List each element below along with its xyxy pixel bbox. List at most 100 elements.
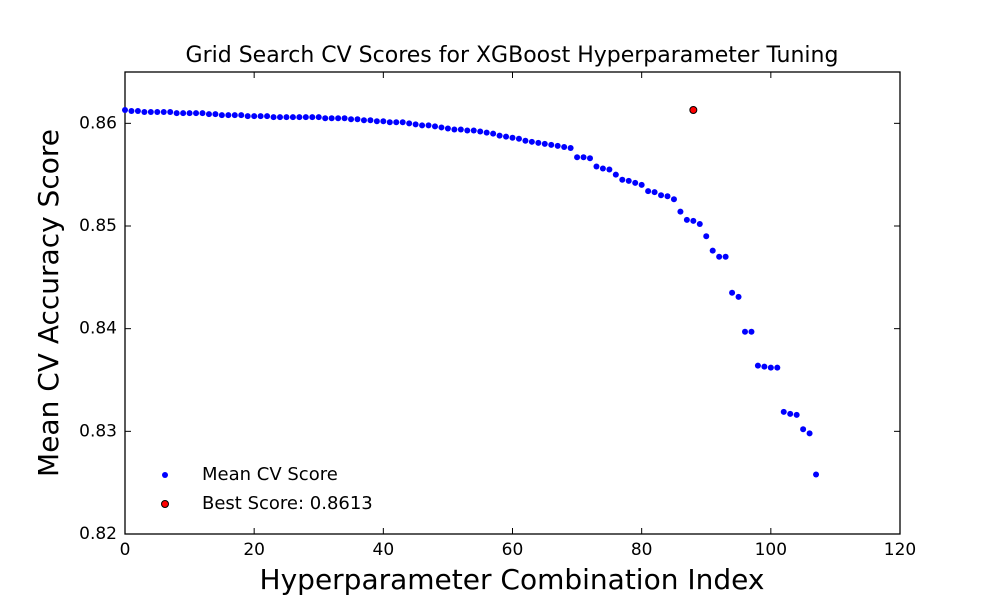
- data-point: [535, 139, 542, 146]
- data-point: [580, 154, 587, 161]
- data-point: [689, 105, 698, 114]
- data-point: [367, 117, 374, 124]
- data-point: [302, 114, 309, 121]
- data-point: [496, 132, 503, 139]
- data-point: [503, 133, 510, 140]
- data-point: [315, 114, 322, 121]
- data-point: [683, 216, 690, 223]
- data-point: [528, 138, 535, 145]
- y-axis-label: Mean CV Accuracy Score: [32, 129, 65, 477]
- data-point: [638, 181, 645, 188]
- data-point: [716, 253, 723, 260]
- data-point: [612, 171, 619, 178]
- data-point: [664, 193, 671, 200]
- data-point: [470, 127, 477, 134]
- data-point: [360, 117, 367, 124]
- data-point: [787, 410, 794, 417]
- data-point: [677, 208, 684, 215]
- data-point: [270, 114, 277, 121]
- data-point: [322, 115, 329, 122]
- data-point: [748, 328, 755, 335]
- data-point: [438, 124, 445, 131]
- data-point: [154, 109, 161, 116]
- data-point: [289, 114, 296, 121]
- data-point: [690, 217, 697, 224]
- legend-marker: [161, 500, 169, 508]
- data-point: [780, 408, 787, 415]
- data-point: [477, 128, 484, 135]
- data-point: [561, 143, 568, 150]
- data-point: [167, 109, 174, 116]
- y-tick-label: 0.83: [79, 421, 117, 441]
- data-point: [574, 154, 581, 161]
- data-point: [283, 114, 290, 121]
- data-point: [380, 118, 387, 125]
- data-point: [658, 192, 665, 199]
- x-tick-label: 0: [120, 540, 131, 560]
- x-tick-label: 100: [755, 540, 787, 560]
- data-point: [774, 364, 781, 371]
- data-point: [444, 125, 451, 132]
- data-point: [212, 111, 219, 118]
- data-point: [483, 129, 490, 136]
- data-point: [432, 123, 438, 130]
- data-point: [742, 328, 748, 335]
- data-point: [767, 364, 774, 371]
- data-point: [722, 253, 729, 260]
- data-point: [251, 113, 258, 120]
- data-point: [193, 110, 200, 117]
- legend-label: Best Score: 0.8613: [202, 493, 373, 514]
- data-point: [231, 112, 238, 119]
- data-point: [490, 130, 497, 137]
- data-point: [754, 362, 761, 369]
- x-axis-label: Hyperparameter Combination Index: [260, 563, 765, 596]
- data-point: [625, 177, 632, 184]
- data-point: [238, 112, 245, 119]
- data-point: [515, 135, 522, 142]
- data-point: [606, 166, 613, 173]
- data-point: [373, 118, 380, 125]
- y-tick-label: 0.85: [79, 216, 117, 236]
- data-point: [464, 127, 471, 134]
- data-point: [412, 121, 419, 128]
- data-point: [173, 110, 180, 117]
- data-point: [800, 426, 807, 433]
- data-point: [348, 116, 355, 123]
- data-point: [670, 196, 677, 203]
- data-point: [134, 108, 141, 115]
- data-point: [632, 179, 639, 186]
- data-point: [264, 113, 271, 120]
- data-point: [587, 155, 593, 162]
- x-tick-label: 20: [243, 540, 265, 560]
- data-point: [793, 411, 800, 418]
- data-point: [651, 189, 658, 196]
- legend-marker: [162, 472, 168, 478]
- data-point: [186, 110, 193, 117]
- y-tick-label: 0.82: [79, 524, 117, 544]
- data-point: [509, 134, 516, 141]
- data-point: [554, 142, 561, 149]
- data-point: [729, 289, 736, 296]
- data-point: [735, 293, 742, 300]
- x-tick-label: 80: [631, 540, 653, 560]
- data-point: [225, 112, 232, 119]
- data-point: [593, 163, 600, 170]
- data-point: [457, 126, 464, 133]
- data-point: [813, 471, 820, 478]
- data-point: [205, 111, 212, 118]
- data-point: [354, 116, 361, 123]
- data-point: [645, 188, 652, 195]
- y-tick-label: 0.84: [79, 319, 117, 339]
- data-point: [277, 114, 283, 121]
- data-point: [599, 165, 606, 172]
- x-tick-label: 120: [884, 540, 916, 560]
- data-point: [160, 109, 167, 116]
- data-point: [406, 120, 413, 127]
- data-point: [386, 119, 393, 126]
- data-point: [180, 110, 187, 117]
- data-point: [128, 108, 135, 115]
- data-point: [393, 119, 400, 126]
- data-point: [296, 114, 303, 121]
- data-point: [425, 122, 432, 129]
